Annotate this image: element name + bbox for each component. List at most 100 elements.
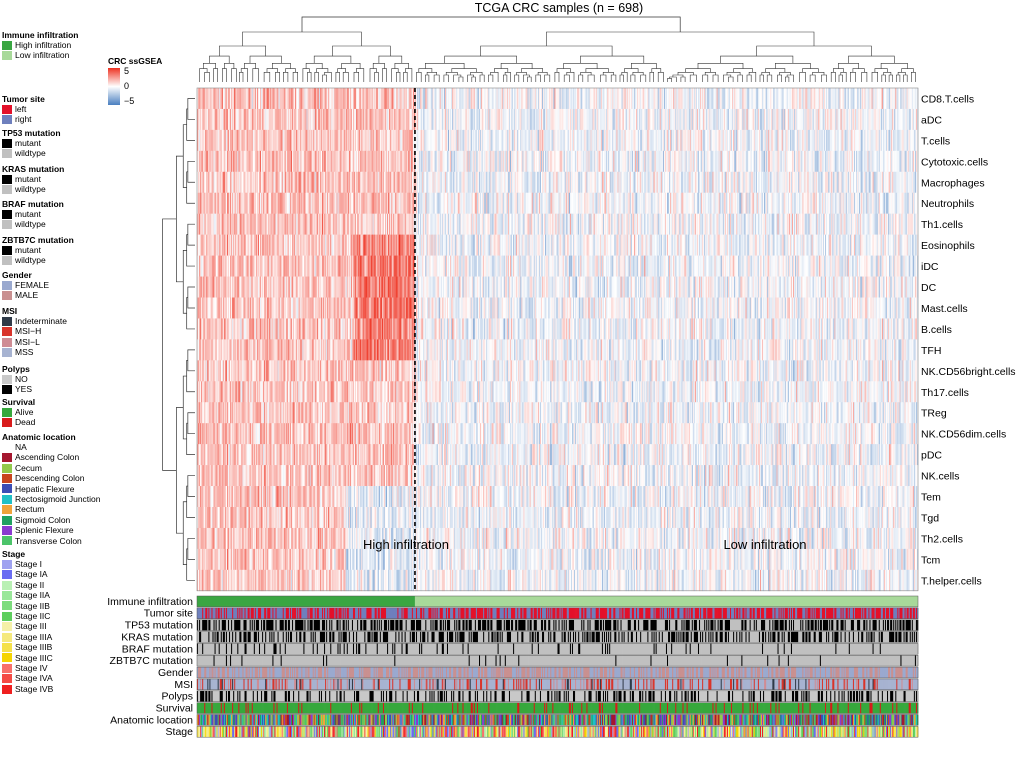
column-dendrogram xyxy=(199,16,916,82)
legend-label: Rectosigmoid Junction xyxy=(15,494,101,504)
row-label-Macrophages: Macrophages xyxy=(921,177,985,189)
legend-swatch xyxy=(2,104,12,114)
heatmap-row-Tem xyxy=(197,486,919,508)
legend-label: Sigmoid Colon xyxy=(15,515,70,525)
row-label-CD8.T.cells: CD8.T.cells xyxy=(921,94,974,106)
legend-swatch xyxy=(2,622,12,632)
legend-swatch xyxy=(2,463,12,473)
legend-swatch xyxy=(2,684,12,694)
legend-label: Stage IA xyxy=(15,569,48,579)
colorbar-tick-min: −5 xyxy=(124,96,134,106)
legend-title: Survival xyxy=(2,397,114,407)
legend-label: Stage IVA xyxy=(15,673,53,683)
legend-label: Stage IIIC xyxy=(15,653,53,663)
legend-title: KRAS mutation xyxy=(2,164,114,174)
legend-swatch xyxy=(2,632,12,642)
legend-label: Stage II xyxy=(15,580,44,590)
legend-label: wildtype xyxy=(15,148,46,158)
legend-swatch xyxy=(2,280,12,290)
legend-label: Cecum xyxy=(15,463,42,473)
legend-item: Stage IIIA xyxy=(2,632,114,642)
row-label-Tcm: Tcm xyxy=(921,554,941,566)
heatmap-row-Cytotoxic.cells xyxy=(197,150,919,173)
legend-item: Low infiltration xyxy=(2,50,114,60)
legend-block-tp53-mutation: TP53 mutation mutant wildtype xyxy=(2,128,114,159)
track-segment-low xyxy=(414,596,918,607)
track-polyps xyxy=(196,690,919,702)
row-label-T.cells: T.cells xyxy=(921,135,950,147)
legend-item: MSS xyxy=(2,347,114,357)
legend-label: mutant xyxy=(15,138,41,148)
legend-swatch xyxy=(2,374,12,384)
track-braf-mutation xyxy=(196,643,919,655)
legend-label: Stage I xyxy=(15,559,42,569)
track-zbtb7c-mutation xyxy=(196,655,919,667)
legend-item: NO xyxy=(2,374,114,384)
legend-label: left xyxy=(15,104,26,114)
track-label-stage: Stage xyxy=(166,726,194,738)
legend-title: MSI xyxy=(2,306,114,316)
legend-title: ZBTB7C mutation xyxy=(2,235,114,245)
track-stage xyxy=(196,726,919,738)
legend-label: High infiltration xyxy=(15,40,71,50)
row-label-DC: DC xyxy=(921,282,937,294)
legend-item: MSI−L xyxy=(2,337,114,347)
track-tp53-mutation xyxy=(196,619,919,631)
legend-swatch xyxy=(2,559,12,569)
legend-item: mutant xyxy=(2,138,114,148)
track-label-immune-infiltration: Immune infiltration xyxy=(107,596,193,608)
legend-swatch xyxy=(2,570,12,580)
legend-item: Stage IA xyxy=(2,569,114,579)
legend-swatch xyxy=(2,245,12,255)
legend-block-kras-mutation: KRAS mutation mutant wildtype xyxy=(2,164,114,195)
legend-swatch xyxy=(2,174,12,184)
legend-swatch xyxy=(2,505,12,515)
legend-label: Stage IVB xyxy=(15,684,53,694)
legend-swatch xyxy=(2,601,12,611)
annotation-tracks xyxy=(196,595,919,738)
legend-label: mutant xyxy=(15,174,41,184)
legend-swatch xyxy=(2,347,12,357)
legend-swatch xyxy=(2,40,12,50)
legend-label: mutant xyxy=(15,209,41,219)
legend-swatch xyxy=(2,525,12,535)
row-label-pDC: pDC xyxy=(921,450,942,462)
track-msi xyxy=(196,678,919,691)
row-label-Neutrophils: Neutrophils xyxy=(921,198,974,210)
row-label-T.helper.cells: T.helper.cells xyxy=(921,575,982,587)
row-label-Mast.cells: Mast.cells xyxy=(921,303,968,315)
legend-swatch xyxy=(2,442,12,452)
legend-item: wildtype xyxy=(2,148,114,158)
legend-label: MSS xyxy=(15,347,33,357)
legend-label: MALE xyxy=(15,290,38,300)
track-label-tumor-site: Tumor site xyxy=(144,608,193,620)
row-label-NK.CD56dim.cells: NK.CD56dim.cells xyxy=(921,429,1006,441)
legend-item: Stage III xyxy=(2,621,114,631)
heatmap-row-NK.CD56dim.cells xyxy=(197,423,919,445)
legend-label: Low infiltration xyxy=(15,50,69,60)
heatmap-row-Th17.cells xyxy=(197,381,919,403)
track-label-tp53-mutation: TP53 mutation xyxy=(125,620,193,632)
track-kras-mutation xyxy=(196,631,919,643)
legend-item: Dead xyxy=(2,417,114,427)
track-label-braf-mutation: BRAF mutation xyxy=(122,643,193,655)
colorbar: CRC ssGSEA 5 0 −5 xyxy=(108,56,162,106)
legend-block-gender: Gender FEMALE MALE xyxy=(2,270,114,301)
track-label-survival: Survival xyxy=(156,703,193,715)
legend-label: Stage IIC xyxy=(15,611,50,621)
legend-swatch xyxy=(2,138,12,148)
row-label-Cytotoxic.cells: Cytotoxic.cells xyxy=(921,156,988,168)
legend-item: Stage II xyxy=(2,580,114,590)
heatmap-row-Macrophages xyxy=(197,171,919,194)
legend-swatch xyxy=(2,209,12,219)
legend-item: High infiltration xyxy=(2,40,114,50)
colorbar-gradient xyxy=(108,68,120,105)
row-dendrogram xyxy=(162,98,195,581)
legend-label: Rectum xyxy=(15,504,44,514)
legend-item: Rectosigmoid Junction xyxy=(2,494,114,504)
legend-item: Stage IIIB xyxy=(2,642,114,652)
track-label-zbtb7c-mutation: ZBTB7C mutation xyxy=(110,655,194,667)
heatmap-row-Tcm xyxy=(197,548,919,571)
legend-item: mutant xyxy=(2,174,114,184)
